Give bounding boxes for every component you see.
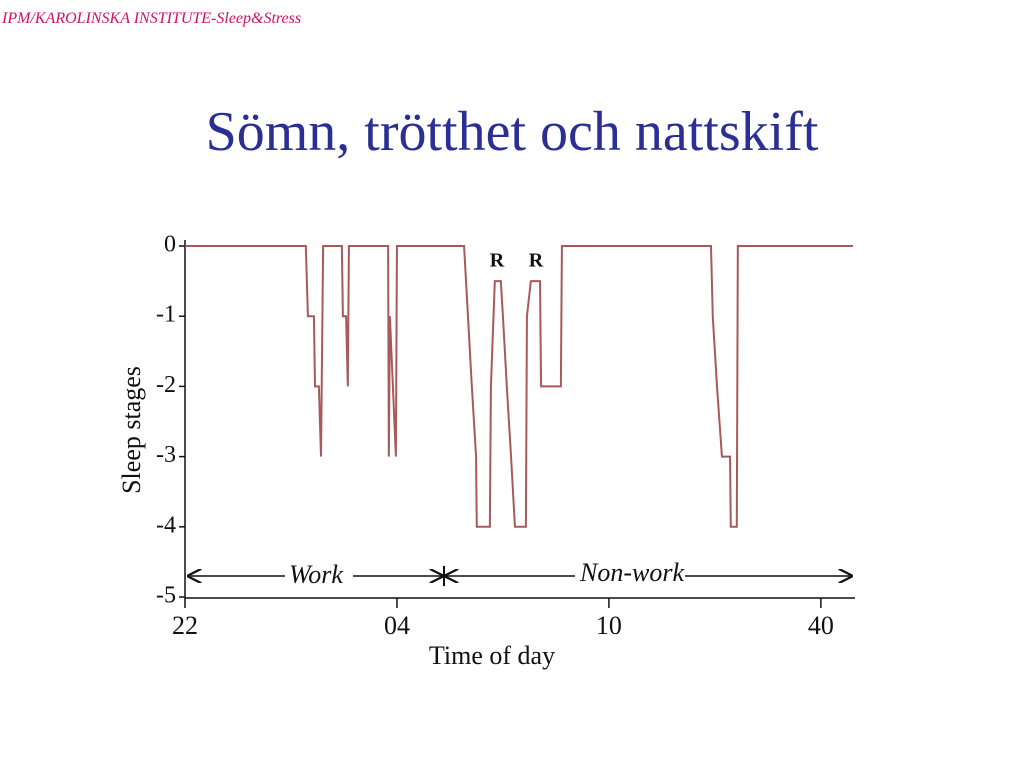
- annotation: R: [529, 250, 544, 272]
- series-line: [185, 245, 853, 528]
- y-tick-label: -2: [156, 372, 176, 398]
- y-axis-label: Sleep stages: [117, 366, 146, 494]
- y-tick-label: -3: [156, 442, 176, 468]
- y-tick-label: 0: [164, 232, 176, 258]
- x-tick-label: 40: [808, 611, 834, 640]
- slide-title: Sömn, trötthet och nattskift: [205, 101, 819, 163]
- x-tick-label: 22: [172, 611, 198, 640]
- y-tick-label: -4: [156, 512, 176, 538]
- y-tick-label: -1: [156, 302, 176, 328]
- y-tick-label: -5: [156, 583, 176, 609]
- annotation: Work: [289, 560, 343, 589]
- annotation: Non-work: [579, 558, 684, 587]
- x-axis-label: Time of day: [429, 641, 555, 670]
- x-tick-label: 04: [384, 611, 410, 640]
- x-tick-label: 10: [596, 611, 622, 640]
- annotation: R: [490, 250, 505, 272]
- slide-header: IPM/KAROLINSKA INSTITUTE-Sleep&Stress: [2, 10, 302, 27]
- label-bg: [575, 564, 685, 588]
